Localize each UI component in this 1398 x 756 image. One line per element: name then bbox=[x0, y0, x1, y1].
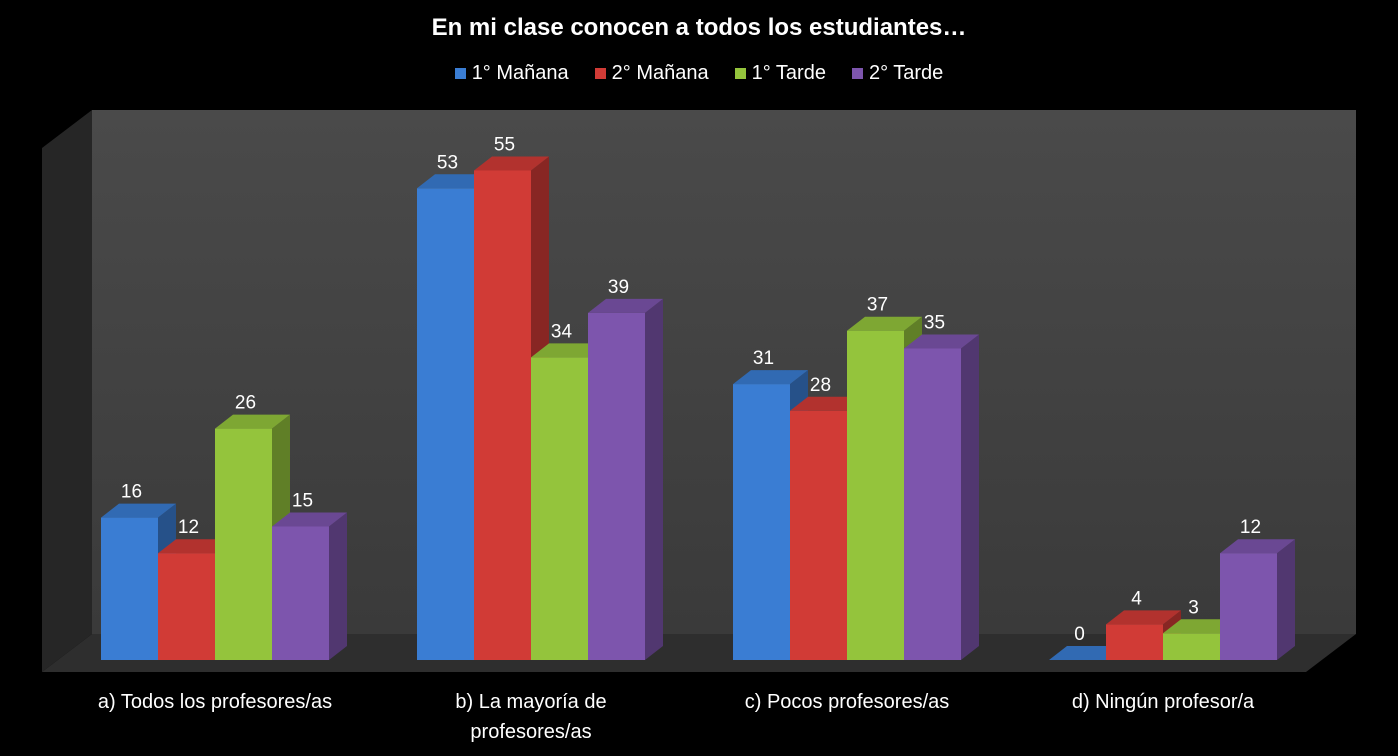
bar bbox=[215, 414, 290, 660]
bar-front bbox=[904, 348, 961, 660]
bar-front bbox=[474, 170, 531, 660]
category-label: a) Todos los profesores/as bbox=[98, 691, 332, 713]
legend-label: 2° Mañana bbox=[611, 62, 709, 84]
bar-front bbox=[215, 428, 272, 660]
legend-swatch bbox=[851, 68, 863, 79]
bar-top bbox=[588, 298, 663, 313]
bar-top bbox=[733, 370, 808, 385]
bar-front bbox=[588, 312, 645, 660]
data-label: 31 bbox=[753, 348, 774, 369]
category-label: profesores/as bbox=[470, 721, 591, 743]
data-label: 28 bbox=[810, 375, 831, 396]
bar-front bbox=[1163, 633, 1220, 660]
bar-side bbox=[1277, 539, 1295, 660]
bar-front bbox=[101, 517, 158, 660]
data-label: 0 bbox=[1074, 624, 1085, 645]
chart-title: En mi clase conocen a todos los estudian… bbox=[431, 14, 967, 41]
legend-item-4: 2° Tarde bbox=[851, 62, 944, 85]
bar-top bbox=[158, 539, 233, 554]
bar bbox=[1049, 646, 1124, 660]
bar bbox=[904, 334, 979, 660]
bar-top bbox=[101, 503, 176, 518]
legend-swatch bbox=[454, 68, 466, 79]
bar-top bbox=[1163, 619, 1238, 634]
legend-label: 1° Tarde bbox=[751, 62, 826, 84]
side-wall bbox=[42, 110, 92, 672]
bar-top bbox=[531, 343, 606, 358]
back-wall bbox=[92, 110, 1356, 634]
bar-front bbox=[1106, 624, 1163, 660]
legend-label: 1° Mañana bbox=[471, 62, 569, 84]
data-label: 4 bbox=[1131, 588, 1142, 609]
legend-label: 2° Tarde bbox=[868, 62, 944, 84]
bar-top bbox=[1049, 646, 1124, 660]
bar-top bbox=[847, 316, 922, 331]
bar-side bbox=[961, 334, 979, 660]
floor bbox=[42, 634, 1356, 672]
bar-top bbox=[1220, 539, 1295, 554]
bar-front bbox=[272, 526, 329, 660]
data-label: 26 bbox=[235, 393, 256, 414]
bar-front bbox=[158, 553, 215, 660]
data-label: 55 bbox=[494, 135, 515, 156]
bar-top bbox=[417, 174, 492, 189]
category-label: b) La mayoría de bbox=[455, 691, 606, 713]
bar-front bbox=[733, 384, 790, 660]
legend-item-1: 1° Mañana bbox=[454, 62, 569, 85]
data-label: 12 bbox=[1240, 517, 1261, 538]
bar bbox=[588, 298, 663, 660]
data-label: 37 bbox=[867, 295, 888, 316]
bar-side bbox=[329, 512, 347, 660]
bar-top bbox=[272, 512, 347, 527]
data-label: 12 bbox=[178, 517, 199, 538]
data-label: 39 bbox=[608, 277, 629, 298]
data-label: 15 bbox=[292, 491, 313, 512]
legend-swatch bbox=[594, 68, 606, 79]
legend-swatch bbox=[734, 68, 746, 79]
legend: 1° Mañana 2° Mañana 1° Tarde 2° Tarde bbox=[0, 62, 1398, 85]
legend-item-2: 2° Mañana bbox=[594, 62, 709, 85]
category-label: c) Pocos profesores/as bbox=[745, 691, 950, 713]
data-label: 35 bbox=[924, 313, 945, 334]
bar-front bbox=[847, 330, 904, 660]
category-label: d) Ningún profesor/a bbox=[1072, 691, 1255, 713]
data-label: 53 bbox=[437, 152, 458, 173]
data-label: 34 bbox=[551, 321, 573, 342]
bar-top bbox=[904, 334, 979, 349]
bar-side bbox=[645, 298, 663, 660]
bar-front bbox=[1220, 553, 1277, 660]
bar-front bbox=[531, 357, 588, 660]
bar-top bbox=[790, 396, 865, 411]
bar-front bbox=[790, 410, 847, 660]
data-label: 3 bbox=[1188, 597, 1199, 618]
data-label: 16 bbox=[121, 482, 142, 503]
bar-front bbox=[417, 188, 474, 661]
bar-top bbox=[215, 414, 290, 429]
bar-top bbox=[1106, 610, 1181, 625]
bar bbox=[1220, 539, 1295, 660]
bar bbox=[272, 512, 347, 660]
bar-top bbox=[474, 156, 549, 171]
legend-item-3: 1° Tarde bbox=[734, 62, 826, 85]
